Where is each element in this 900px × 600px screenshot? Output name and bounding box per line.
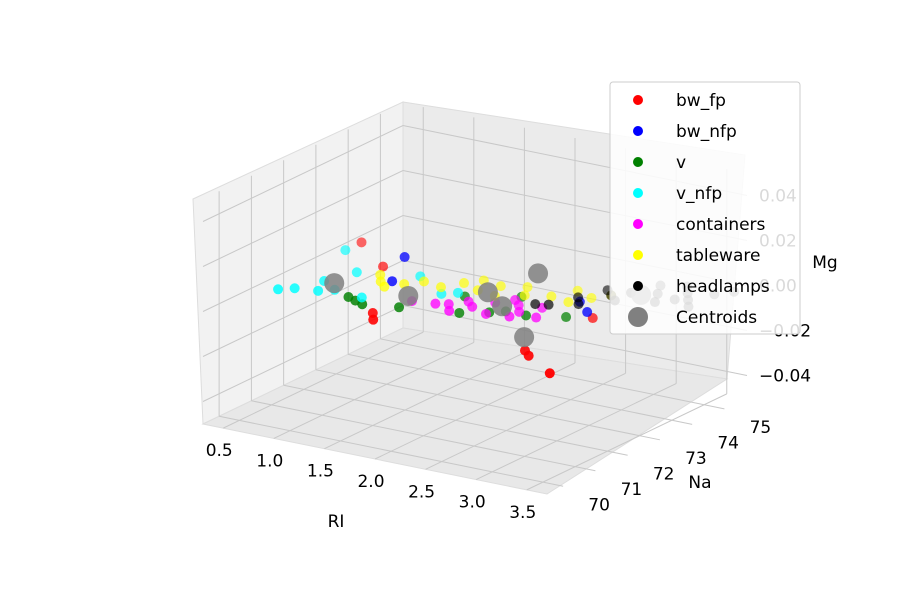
legend-marker-containers (633, 219, 643, 229)
y-gridline (251, 400, 596, 472)
legend-label-tableware: tableware (676, 246, 760, 266)
data-point-centroids (514, 327, 535, 348)
data-point-containers (430, 298, 441, 309)
data-point-bw_nfp (387, 276, 398, 287)
legend-marker-centroids (628, 307, 648, 327)
data-point-v (394, 302, 405, 313)
data-point-bw_fp (356, 237, 367, 248)
legend-label-headlamps: headlamps (676, 277, 770, 297)
data-point-headlamps (530, 299, 541, 310)
y-gridline (283, 384, 628, 456)
legend-marker-bw_fp (633, 95, 643, 105)
legend-label-bw_fp: bw_fp (676, 91, 726, 111)
data-point-bw_nfp (399, 252, 410, 263)
x-gridline (425, 372, 626, 470)
data-point-bw_nfp (582, 307, 593, 318)
data-point-tableware (495, 281, 506, 292)
legend-label-v: v (676, 153, 686, 173)
legend-label-bw_nfp: bw_nfp (676, 122, 737, 142)
y-tick-label: 73 (685, 449, 707, 469)
z-axis-label: Mg (812, 253, 837, 273)
data-point-centroids (398, 285, 419, 306)
data-point-tableware (563, 297, 574, 308)
legend-marker-headlamps (633, 281, 643, 291)
data-point-v_nfp (340, 245, 351, 256)
data-points (273, 237, 740, 379)
data-point-v (561, 312, 572, 323)
data-point-tableware (379, 281, 390, 292)
y-gridline (315, 369, 661, 441)
y-tick-label: 72 (653, 464, 675, 484)
data-point-v (454, 307, 465, 318)
data-point-v_nfp (356, 292, 367, 303)
data-point-v_nfp (313, 285, 324, 296)
data-point-v_nfp (273, 284, 284, 295)
data-point-v (343, 292, 354, 303)
y-gridline (348, 353, 693, 425)
data-point-centroids (477, 282, 498, 303)
data-point-containers (531, 312, 542, 323)
data-point-centroids (492, 296, 513, 317)
x-gridline (475, 383, 677, 481)
legend-box (609, 81, 801, 335)
legend-marker-v_nfp (633, 188, 643, 198)
data-point-tableware (519, 290, 530, 301)
data-point-bw_fp (544, 368, 555, 379)
data-point-centroids (528, 263, 549, 284)
x-gridline (526, 393, 727, 491)
x-tick-label: 2.0 (357, 472, 384, 492)
legend-marker-bw_nfp (633, 126, 643, 136)
legend-marker-v (633, 157, 643, 167)
gridlines (202, 107, 748, 491)
x-tick-label: 3.5 (509, 503, 536, 523)
data-point-tableware (546, 291, 557, 302)
y-tick-label: 75 (750, 418, 772, 438)
x-tick-label: 1.5 (307, 462, 334, 482)
data-point-v_nfp (452, 287, 463, 298)
x-axis-label: RI (328, 512, 345, 532)
y-tick-label: 71 (621, 480, 643, 500)
x-tick-label: 1.0 (256, 451, 283, 471)
x-tick-label: 0.5 (206, 441, 233, 461)
legend-marker-tableware (633, 250, 643, 260)
data-point-centroids (324, 273, 345, 294)
data-point-v_nfp (289, 283, 300, 294)
data-point-bw_fp (367, 307, 378, 318)
legend-label-v_nfp: v_nfp (676, 184, 722, 204)
x-tick-label: 3.0 (459, 493, 486, 513)
legend-label-centroids: Centroids (676, 308, 757, 328)
data-point-containers (510, 295, 521, 306)
x-tick-label: 2.5 (408, 482, 435, 502)
x-gridline (273, 341, 475, 439)
y-axis-label: Na (688, 473, 711, 493)
data-point-headlamps (573, 299, 584, 310)
y-gridline (219, 415, 564, 487)
data-point-tableware (459, 278, 470, 289)
data-point-tableware (418, 276, 429, 287)
data-point-tableware (522, 282, 533, 293)
data-point-bw_fp (378, 261, 389, 272)
data-point-containers (463, 296, 474, 307)
y-tick-label: 74 (717, 433, 739, 453)
data-point-tableware (435, 282, 446, 293)
data-point-containers (444, 305, 455, 316)
z-tick-label: −0.04 (759, 367, 811, 387)
legend-label-containers: containers (676, 215, 766, 235)
x-gridline (223, 331, 424, 429)
data-point-tableware (586, 292, 597, 303)
x-gridline (324, 352, 525, 450)
data-point-containers (480, 308, 491, 319)
data-point-v_nfp (351, 267, 362, 278)
data-point-tableware (375, 269, 386, 280)
data-point-bw_fp (520, 345, 531, 356)
x-gridline (374, 362, 576, 460)
y-tick-label: 70 (588, 495, 610, 515)
data-point-headlamps (543, 299, 554, 310)
